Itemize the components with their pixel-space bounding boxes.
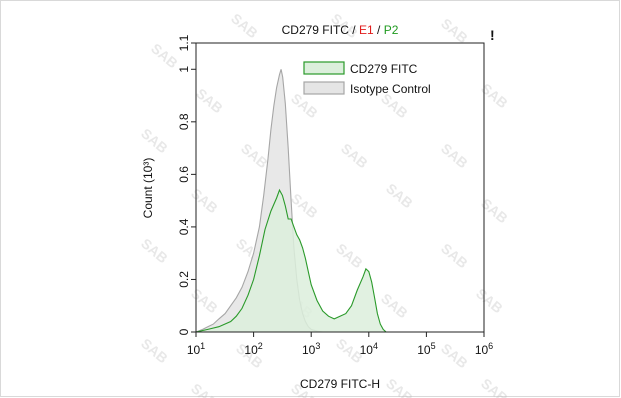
chart-title-part: CD279 FITC (282, 23, 350, 37)
watermark-text: SAB (138, 125, 171, 156)
watermark-text: SAB (288, 190, 321, 221)
watermark-text: SAB (288, 90, 321, 121)
series-area (196, 190, 387, 332)
watermark-text: SAB (238, 140, 271, 171)
y-tick-label: 1.1 (177, 34, 191, 51)
series-line (195, 188, 387, 333)
watermark-text: SAB (438, 240, 471, 271)
watermark-text: SAB (188, 380, 221, 398)
watermark-text: SAB (478, 80, 511, 111)
legend: CD279 FITC Isotype Control (303, 61, 431, 96)
watermark-text: SAB (188, 185, 221, 216)
series-layer (195, 69, 387, 333)
watermark-text: SAB (473, 285, 506, 316)
plot-area-border (195, 42, 485, 333)
y-tick-label: 0.8 (177, 113, 191, 130)
y-tick-label: 0.2 (177, 271, 191, 288)
watermark-text: SAB (478, 375, 511, 398)
chart-title-part: / (374, 23, 384, 37)
x-axis: 101 102 103 104 105 106 (187, 332, 493, 357)
legend-label: CD279 FITC (350, 62, 418, 76)
watermark-text: SAB (228, 10, 261, 41)
y-tick-label: 0 (177, 328, 191, 335)
x-tick-label: 101 (187, 341, 205, 357)
x-tick-label: 103 (302, 341, 320, 357)
x-tick-label: 105 (417, 341, 435, 357)
y-tick-label: 0.6 (177, 166, 191, 183)
chart-title-part: P2 (384, 23, 399, 37)
chart-title-part: / (349, 23, 359, 37)
watermark-text: SAB (338, 140, 371, 171)
x-tick-label: 104 (360, 341, 378, 357)
y-axis-title: Count (10³) (141, 158, 155, 219)
legend-swatch (303, 61, 345, 75)
watermark-text: SAB (378, 290, 411, 321)
legend-swatch (303, 81, 345, 95)
y-tick-label: 1 (177, 66, 191, 73)
watermark-text: SAB (438, 340, 471, 371)
watermark-text: SAB (193, 85, 226, 116)
watermark-text: SAB (188, 285, 221, 316)
watermark-text: SAB (438, 15, 471, 46)
chart-title-part: E1 (359, 23, 374, 37)
x-axis-title: CD279 FITC-H (300, 377, 380, 391)
watermark-text: SAB (383, 180, 416, 211)
chart-title: CD279 FITC / E1 / P2 (282, 23, 399, 37)
x-tick-label: 102 (244, 341, 262, 357)
legend-label: Isotype Control (350, 82, 431, 96)
y-axis: 0 0.2 0.4 0.6 0.8 1 1.1 (177, 34, 196, 335)
watermark-text: SAB (383, 375, 416, 398)
y-tick-label: 0.4 (177, 218, 191, 235)
watermark-text: SAB (438, 140, 471, 171)
watermark-text: SAB (478, 195, 511, 226)
x-tick-label: 106 (475, 341, 493, 357)
corner-marker: ! (490, 27, 495, 43)
watermark-text: SAB (138, 335, 171, 366)
watermark-text: SAB (138, 235, 171, 266)
watermark-text: SAB (333, 240, 366, 271)
